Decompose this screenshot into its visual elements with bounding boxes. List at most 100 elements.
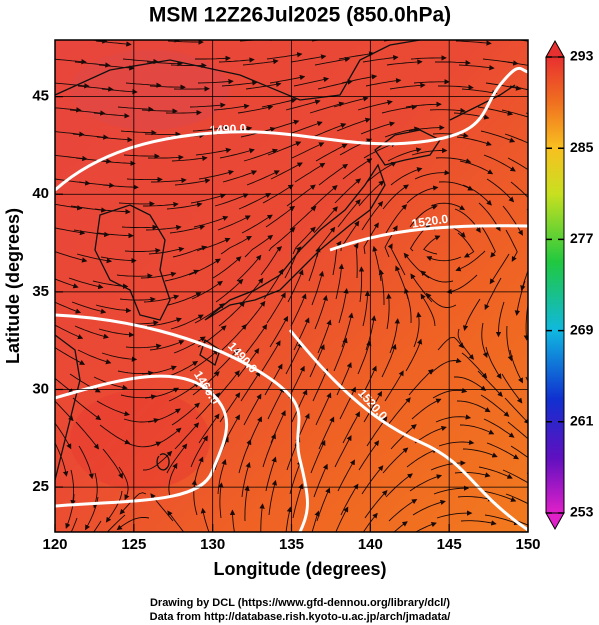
streamline [143, 201, 179, 208]
streamline [290, 54, 327, 63]
streamline [267, 386, 285, 420]
streamline [480, 394, 510, 417]
streamline [384, 370, 404, 402]
streamline [93, 520, 102, 532]
streamline [312, 123, 347, 138]
streamline [387, 147, 422, 162]
streamline [222, 170, 258, 183]
streamline [408, 124, 445, 132]
streamline [406, 185, 439, 204]
streamline [191, 280, 223, 300]
streamline [266, 292, 286, 324]
streamline [318, 163, 349, 186]
streamline [433, 485, 470, 495]
streamline [334, 178, 362, 204]
streamline [334, 435, 352, 468]
streamline [117, 106, 154, 112]
streamline [429, 107, 466, 114]
streamline [220, 235, 252, 255]
streamline [510, 40, 516, 41]
streamline [237, 104, 274, 114]
streamline [387, 243, 406, 276]
x-axis-label: Longitude (degrees) [213, 559, 386, 579]
streamline [362, 55, 399, 63]
streamline [245, 81, 282, 90]
streamline [438, 181, 474, 191]
streamline [229, 509, 236, 532]
streamline [101, 88, 138, 95]
streamline [437, 336, 464, 351]
streamline [409, 204, 438, 228]
streamline [429, 357, 462, 375]
x-tick-label: 125 [121, 536, 146, 553]
streamline [360, 365, 377, 399]
streamline [457, 328, 474, 360]
streamline [73, 229, 110, 238]
streamline [78, 445, 94, 480]
streamline [102, 184, 139, 190]
streamline [455, 250, 486, 272]
streamline [411, 398, 442, 420]
streamline [339, 138, 373, 156]
streamline [510, 181, 528, 199]
streamline [333, 337, 348, 372]
contour-label: 1490.0 [209, 121, 247, 137]
streamline [426, 256, 462, 262]
streamline [55, 400, 74, 422]
streamline [236, 254, 262, 282]
streamline [105, 490, 123, 523]
streamline [291, 389, 308, 423]
streamline [462, 298, 481, 331]
coastline [374, 129, 441, 166]
streamline [390, 424, 417, 450]
streamline [97, 232, 134, 239]
streamline [243, 393, 262, 426]
streamline [523, 304, 528, 341]
streamline [314, 56, 351, 66]
streamline [454, 376, 487, 391]
streamline [338, 288, 349, 324]
streamline [219, 148, 255, 159]
streamline [165, 361, 199, 378]
streamline [456, 136, 492, 146]
colorbar-extend [545, 39, 565, 58]
streamline [189, 102, 226, 108]
streamline [358, 266, 365, 303]
streamline [337, 459, 355, 492]
streamline [502, 469, 528, 484]
streamline [102, 448, 123, 479]
streamline [149, 340, 185, 351]
streamline [243, 148, 278, 162]
streamline [116, 273, 153, 279]
streamline [520, 269, 528, 291]
streamline [360, 34, 395, 38]
streamline [408, 34, 443, 35]
streamline [386, 293, 392, 330]
streamline [170, 62, 207, 69]
streamline [483, 418, 515, 438]
streamline [362, 290, 371, 327]
streamline [55, 301, 82, 314]
streamline [126, 176, 163, 183]
streamline [530, 233, 540, 265]
streamline [531, 329, 537, 363]
colorbar-tick-label: 277 [570, 230, 594, 246]
streamline [266, 51, 303, 60]
streamline [145, 224, 182, 231]
streamline [124, 248, 161, 254]
streamline [501, 373, 523, 404]
streamline [167, 40, 204, 45]
coastline [156, 453, 170, 471]
coastline [94, 204, 171, 321]
streamline [221, 80, 258, 87]
streamline [213, 103, 250, 111]
streamline [150, 40, 156, 41]
streamline [261, 340, 281, 372]
streamline [168, 462, 178, 498]
streamline [509, 85, 528, 91]
credit: Drawing by DCL (https://www.gfd-dennou.o… [150, 597, 450, 609]
streamline [95, 40, 132, 47]
streamline [141, 108, 178, 114]
streamline [69, 109, 106, 116]
